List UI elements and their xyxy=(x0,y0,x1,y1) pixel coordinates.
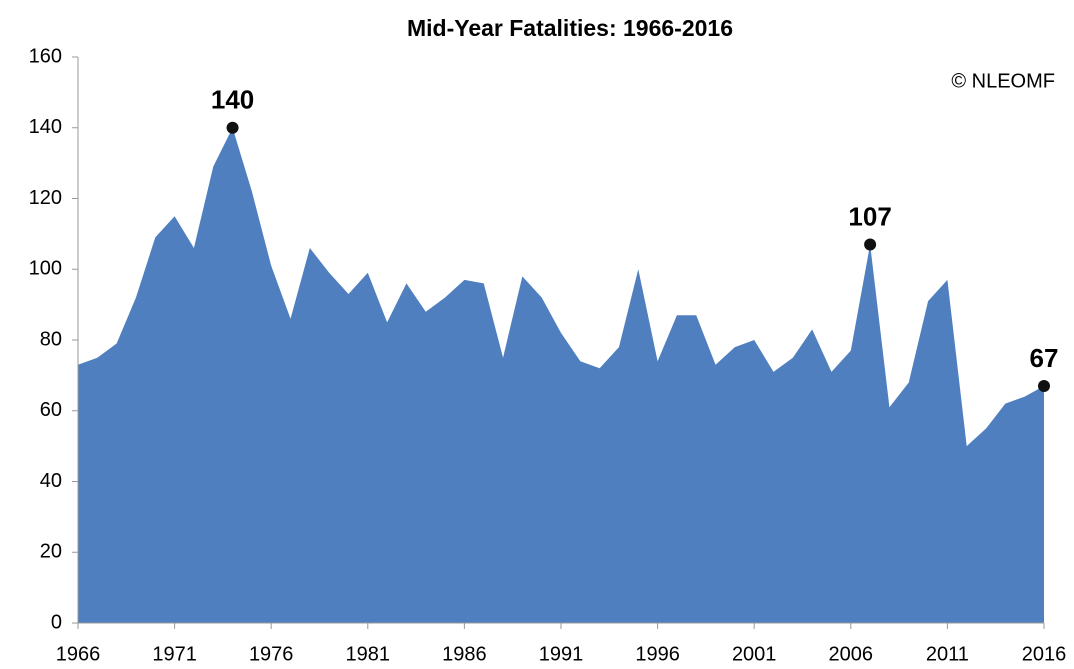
x-tick-label: 2016 xyxy=(1022,643,1067,665)
source: © NLEOMF xyxy=(951,70,1055,92)
x-tick-label: 1981 xyxy=(346,643,391,665)
y-tick-label: 80 xyxy=(40,328,62,350)
y-tick-label: 160 xyxy=(29,45,62,67)
x-tick-label: 2006 xyxy=(829,643,874,665)
data-label: 107 xyxy=(848,201,891,231)
data-point xyxy=(864,238,877,251)
x-tick-label: 1966 xyxy=(56,643,101,665)
data-point xyxy=(226,121,239,134)
y-tick-label: 100 xyxy=(29,258,62,280)
y-tick-label: 120 xyxy=(29,187,62,209)
y-tick-label: 20 xyxy=(40,541,62,563)
x-tick-label: 2001 xyxy=(732,643,777,665)
x-tick-label: 1971 xyxy=(152,643,197,665)
y-tick-label: 60 xyxy=(40,399,62,421)
y-tick-label: 0 xyxy=(51,611,62,633)
data-label: 140 xyxy=(211,85,254,115)
x-tick-label: 1996 xyxy=(635,643,680,665)
data-label: 67 xyxy=(1030,343,1059,373)
data-point xyxy=(1038,379,1050,392)
x-tick-label: 1991 xyxy=(539,643,584,665)
x-tick-label: 1986 xyxy=(442,643,487,665)
x-tick-label: 1976 xyxy=(249,643,294,665)
y-tick-label: 40 xyxy=(40,470,62,492)
y-tick-label: 140 xyxy=(29,116,62,138)
x-tick-label: 2011 xyxy=(926,643,969,665)
area xyxy=(78,127,1044,623)
chart-title: Mid-Year Fatalities: 1966-2016 xyxy=(407,15,733,41)
